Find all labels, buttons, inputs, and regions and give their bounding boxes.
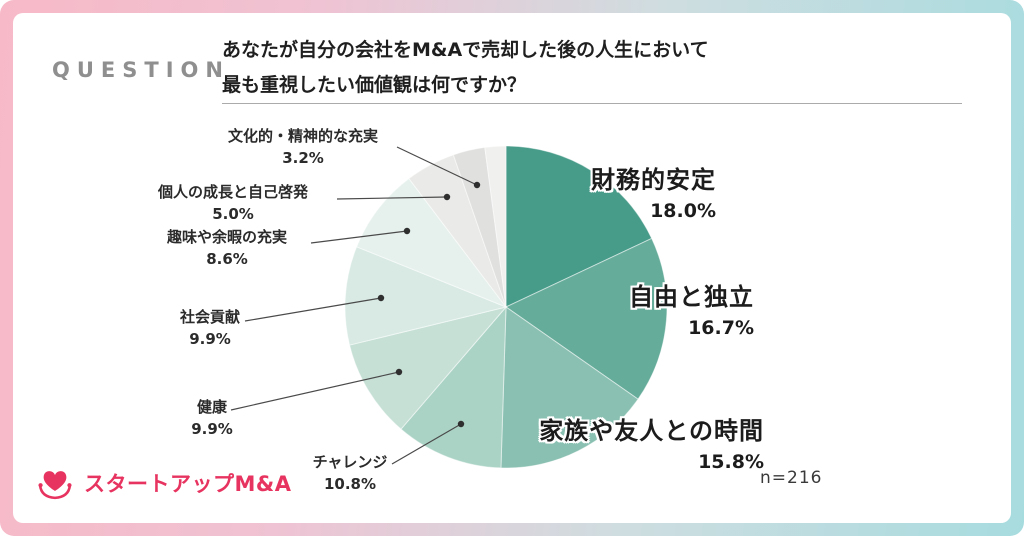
pie-callout-culture-pct: 3.2% <box>282 148 324 167</box>
question-text: あなたが自分の会社をM&Aで売却した後の人生において 最も重視したい価値観は何で… <box>222 33 709 103</box>
pie-callout-growth-pct: 5.0% <box>212 204 254 223</box>
question-label: QUESTION <box>52 58 230 82</box>
divider-line <box>222 103 962 104</box>
pie-label-freedom-pct: 16.7% <box>688 317 754 339</box>
pie-label-financial-pct: 18.0% <box>650 200 716 222</box>
pie-label-family: 家族や友人との時間 15.8% <box>539 411 764 473</box>
pie-callout-hobby-name: 趣味や余暇の充実 <box>166 228 287 246</box>
question-line-2: 最も重視したい価値観は何ですか？ <box>222 74 527 97</box>
pie-callout-social-pct: 9.9% <box>189 329 231 348</box>
pie-callout-health: 健康 9.9% <box>162 397 262 441</box>
heart-hands-icon <box>38 471 72 500</box>
brand-logo: スタートアップM&A <box>34 462 291 504</box>
pie-callout-social-name: 社会貢献 <box>179 308 240 326</box>
pie-callout-challenge: チャレンジ 10.8% <box>293 452 407 496</box>
pie-label-financial-name: 財務的安定 <box>591 166 716 194</box>
pie-callout-hobby-pct: 8.6% <box>206 249 248 268</box>
brand-name: スタートアップM&A <box>84 472 292 496</box>
pie-label-family-pct: 15.8% <box>698 451 764 473</box>
pie-callout-challenge-pct: 10.8% <box>323 474 377 493</box>
pie-callout-growth: 個人の成長と自己啓発 5.0% <box>128 182 338 226</box>
pie-label-freedom-name: 自由と独立 <box>629 283 754 311</box>
pie-callout-health-pct: 9.9% <box>191 419 233 438</box>
pie-callout-culture-name: 文化的・精神的な充実 <box>227 127 378 145</box>
sample-size-label: n=216 <box>760 468 823 488</box>
pie-label-freedom: 自由と独立 16.7% <box>629 277 754 339</box>
pie-callout-hobby: 趣味や余暇の充実 8.6% <box>142 227 312 271</box>
pie-callout-growth-name: 個人の成長と自己啓発 <box>157 183 308 201</box>
question-line-1: あなたが自分の会社をM&Aで売却した後の人生において <box>222 39 709 61</box>
pie-callout-health-name: 健康 <box>196 398 227 416</box>
pie-callout-challenge-name: チャレンジ <box>312 453 388 471</box>
pie-callout-culture: 文化的・精神的な充実 3.2% <box>208 126 398 170</box>
pie-callout-social: 社会貢献 9.9% <box>152 307 268 351</box>
pie-label-family-name: 家族や友人との時間 <box>539 417 764 445</box>
pie-label-financial: 財務的安定 18.0% <box>591 160 716 222</box>
